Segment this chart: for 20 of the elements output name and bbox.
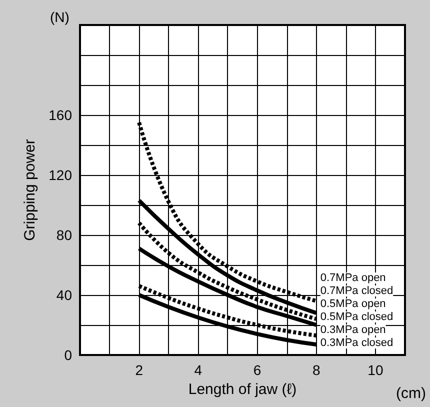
x-tick-label: 2 — [135, 362, 144, 378]
y-tick-label: 0 — [64, 347, 72, 363]
x-tick-label: 6 — [253, 362, 262, 378]
series-label: 0.3MPa open — [320, 324, 386, 336]
series-label: 0.5MPa open — [320, 298, 386, 310]
x-tick-label: 8 — [312, 362, 320, 378]
y-tick-label: 160 — [48, 107, 72, 123]
y-axis-title: Gripping power — [22, 139, 39, 241]
x-axis-title: Length of jaw (ℓ) — [188, 380, 297, 398]
series-label: 0.3MPa closed — [320, 337, 394, 349]
series-label: 0.7MPa closed — [320, 285, 394, 297]
x-tick-label: 10 — [368, 362, 384, 378]
text: (N) — [50, 9, 70, 25]
series-label: 0.5MPa closed — [320, 311, 394, 323]
y-tick-label: 80 — [56, 227, 72, 243]
text: (cm) — [396, 385, 426, 402]
y-tick-label: 40 — [56, 287, 72, 303]
x-tick-label: 4 — [194, 362, 202, 378]
y-tick-label: 120 — [48, 167, 72, 183]
series-label: 0.7MPa open — [320, 272, 386, 284]
